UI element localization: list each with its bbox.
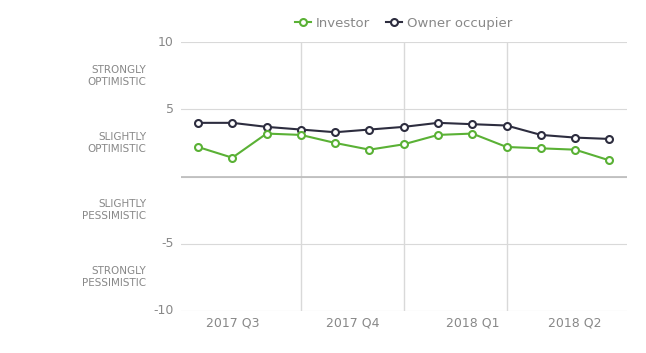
Text: STRONGLY
OPTIMISTIC: STRONGLY OPTIMISTIC — [88, 65, 147, 87]
Text: 5: 5 — [166, 103, 174, 116]
Text: -5: -5 — [162, 237, 174, 250]
Text: -10: -10 — [154, 304, 174, 317]
Legend: Investor, Owner occupier: Investor, Owner occupier — [290, 11, 517, 35]
Text: STRONGLY
PESSIMISTIC: STRONGLY PESSIMISTIC — [83, 266, 147, 288]
Text: SLIGHTLY
OPTIMISTIC: SLIGHTLY OPTIMISTIC — [88, 132, 147, 154]
Text: 10: 10 — [158, 36, 174, 49]
Text: SLIGHTLY
PESSIMISTIC: SLIGHTLY PESSIMISTIC — [83, 199, 147, 221]
